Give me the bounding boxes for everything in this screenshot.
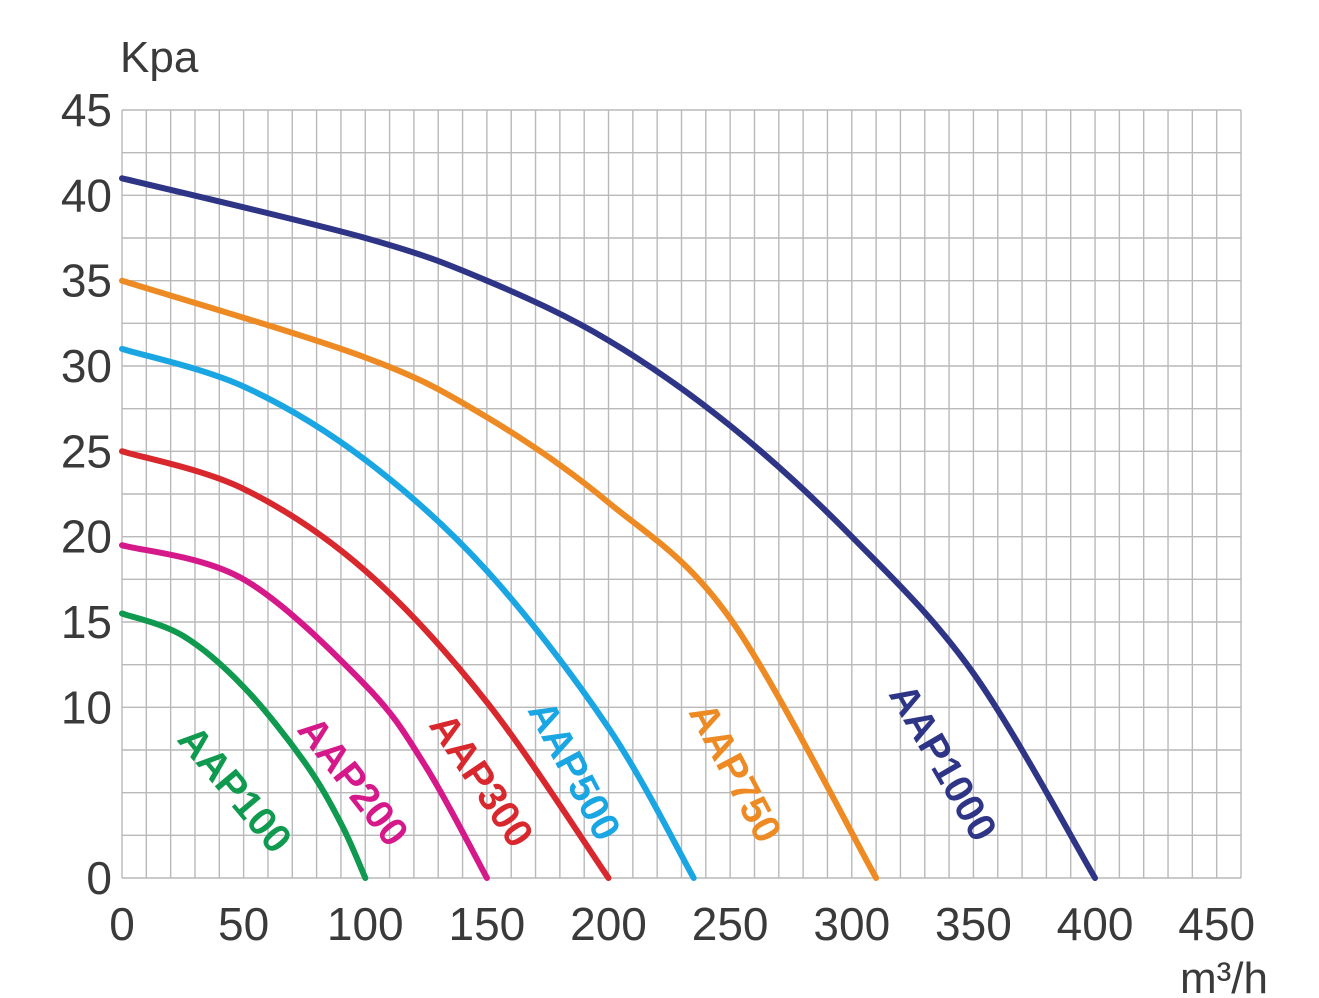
curve-aap500 [119, 345, 697, 881]
x-tick-label: 150 [449, 898, 526, 950]
curve-aap1000 [119, 175, 1098, 881]
curve-label-aap1000: AAP1000 [880, 677, 1005, 849]
grid [121, 109, 1242, 879]
x-tick-label: 300 [813, 898, 890, 950]
x-tick-label: 250 [692, 898, 769, 950]
y-tick-label: 0 [86, 852, 112, 904]
y-tick-label: 25 [61, 425, 112, 477]
x-tick-label: 50 [218, 898, 269, 950]
x-tick-label: 100 [327, 898, 404, 950]
x-tick-label: 350 [935, 898, 1012, 950]
curve-aap100 [119, 610, 369, 881]
curve-aap750 [119, 277, 880, 881]
x-tick-label: 450 [1178, 898, 1255, 950]
x-tick-label: 400 [1057, 898, 1134, 950]
y-tick-label: 20 [61, 511, 112, 563]
curve-label-aap200: AAP200 [289, 708, 417, 854]
curve-label-aap750: AAP750 [680, 696, 790, 850]
y-tick-label: 45 [61, 84, 112, 136]
x-tick-label: 200 [570, 898, 647, 950]
y-tick-label: 15 [61, 596, 112, 648]
y-tick-labels: 0 10 15 20 25 30 35 40 45 [61, 84, 112, 904]
x-tick-labels: 0 50 100 150 200 250 300 350 400 450 [109, 898, 1255, 950]
y-axis-title: Kpa [120, 33, 199, 82]
y-tick-label: 35 [61, 255, 112, 307]
x-axis-title: m³/h [1180, 954, 1268, 998]
curve-aap200 [119, 542, 490, 881]
x-tick-label: 0 [109, 898, 135, 950]
curves [119, 175, 1098, 881]
curve-aap300 [119, 448, 612, 881]
y-tick-label: 30 [61, 340, 112, 392]
curve-label-aap100: AAP100 [169, 718, 300, 862]
y-tick-label: 10 [61, 681, 112, 733]
y-tick-label: 40 [61, 169, 112, 221]
